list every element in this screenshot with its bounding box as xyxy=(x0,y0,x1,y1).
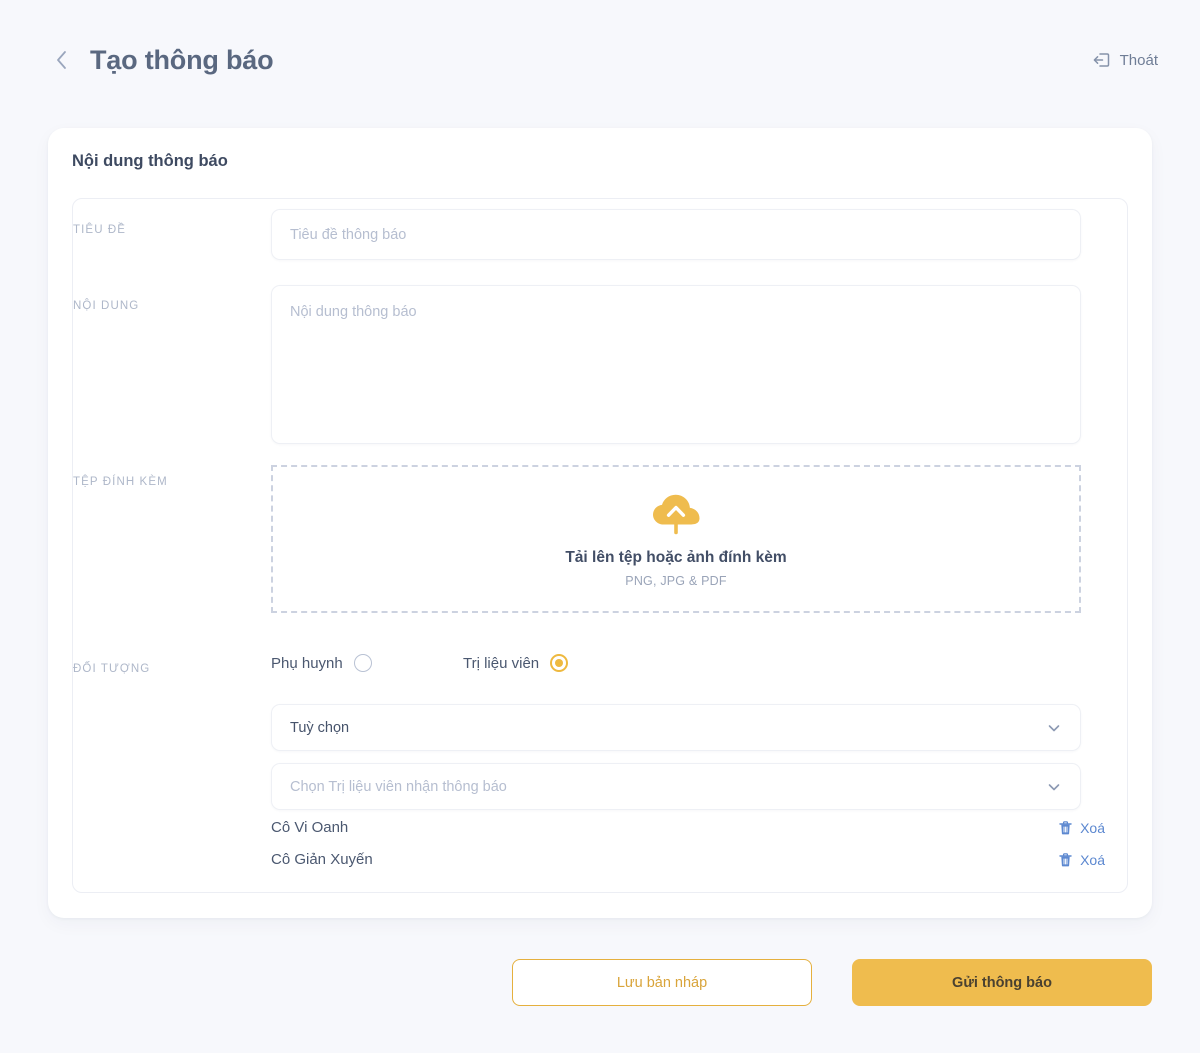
title-input[interactable] xyxy=(271,209,1081,260)
radio-label-parent: Phụ huynh xyxy=(271,654,343,672)
trash-icon xyxy=(1058,852,1073,868)
recipient-select[interactable]: Chọn Trị liệu viên nhận thông báo xyxy=(271,763,1081,810)
send-announcement-button[interactable]: Gửi thông báo xyxy=(852,959,1152,1006)
radio-dot-parent[interactable] xyxy=(353,654,372,672)
page-title: Tạo thông báo xyxy=(90,44,274,75)
chevron-down-icon xyxy=(1046,720,1062,736)
option-select[interactable]: Tuỳ chọn xyxy=(271,704,1081,751)
delete-label: Xoá xyxy=(1080,819,1105,836)
radio-label-therapist: Trị liệu viên xyxy=(463,654,540,672)
exit-label: Thoát xyxy=(1119,51,1158,69)
audience-field-label: ĐỐI TƯỢNG xyxy=(73,663,151,675)
trash-icon xyxy=(1058,820,1073,836)
recipient-name: Cô Giản Xuyến xyxy=(271,851,373,868)
exit-button[interactable]: Thoát xyxy=(1090,46,1160,74)
content-field-label: NỘI DUNG xyxy=(73,300,140,312)
dropzone-sub-text: PNG, JPG & PDF xyxy=(625,573,727,588)
chevron-down-icon xyxy=(1046,779,1062,795)
exit-icon xyxy=(1092,50,1112,70)
save-draft-button[interactable]: Lưu bản nháp xyxy=(512,959,812,1006)
delete-recipient-button[interactable]: Xoá xyxy=(1058,820,1105,836)
announcement-card: Nội dung thông báo TIÊU ĐỀ NỘI DUNG TỆP … xyxy=(48,128,1152,918)
attachment-field-label: TỆP ĐÍNH KÈM xyxy=(73,476,168,488)
delete-recipient-button[interactable]: Xoá xyxy=(1058,852,1105,868)
radio-option-therapist[interactable]: Trị liệu viên xyxy=(463,654,569,672)
table-row: Cô Giản Xuyến Xoá xyxy=(271,851,1105,868)
audience-radio-group: Phụ huynh Trị liệu viên xyxy=(271,654,569,672)
page-header: Tạo thông báo Thoát xyxy=(0,0,1200,120)
delete-label: Xoá xyxy=(1080,851,1105,868)
recipient-select-placeholder: Chọn Trị liệu viên nhận thông báo xyxy=(290,778,507,795)
file-upload-dropzone[interactable]: Tải lên tệp hoặc ảnh đính kèm PNG, JPG &… xyxy=(271,465,1081,613)
footer-actions: Lưu bản nháp Gửi thông báo xyxy=(0,959,1200,1007)
radio-dot-therapist[interactable] xyxy=(550,654,569,672)
content-textarea[interactable] xyxy=(271,285,1081,444)
option-select-value: Tuỳ chọn xyxy=(290,719,350,736)
card-title: Nội dung thông báo xyxy=(72,152,228,170)
title-field-label: TIÊU ĐỀ xyxy=(73,224,127,236)
dropzone-main-text: Tải lên tệp hoặc ảnh đính kèm xyxy=(565,548,787,566)
chevron-left-icon xyxy=(54,49,70,71)
back-button[interactable] xyxy=(48,46,76,74)
announcement-form-panel: TIÊU ĐỀ NỘI DUNG TỆP ĐÍNH KÈM Tải lên tệ… xyxy=(72,198,1128,893)
recipient-name: Cô Vi Oanh xyxy=(271,819,349,836)
cloud-upload-icon xyxy=(649,491,703,535)
radio-option-parent[interactable]: Phụ huynh xyxy=(271,654,463,672)
table-row: Cô Vi Oanh Xoá xyxy=(271,819,1105,836)
